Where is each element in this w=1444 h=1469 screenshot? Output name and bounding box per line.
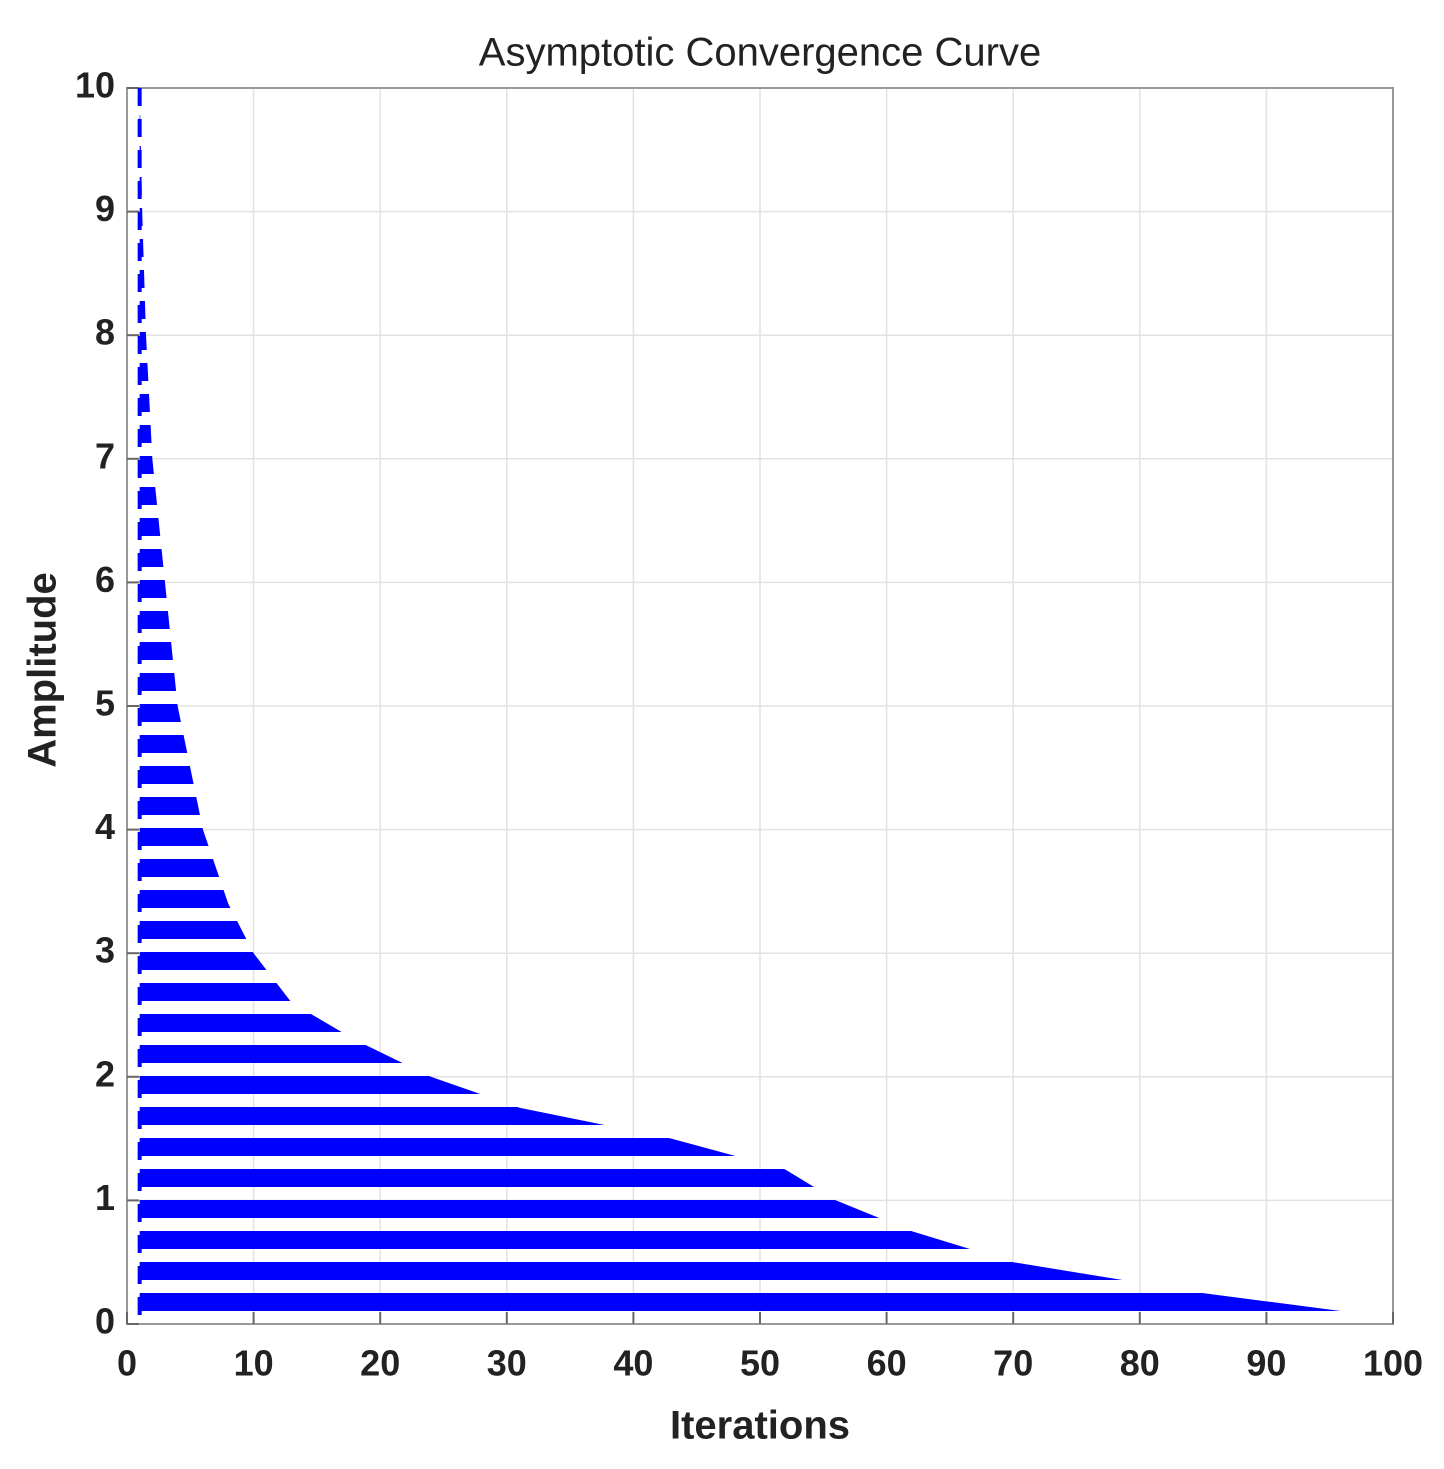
x-tick-label: 10 bbox=[234, 1343, 274, 1384]
y-tick-label: 9 bbox=[95, 188, 115, 229]
x-tick-label: 80 bbox=[1120, 1343, 1160, 1384]
y-tick-label: 5 bbox=[95, 683, 115, 724]
x-tick-label: 90 bbox=[1246, 1343, 1286, 1384]
chart-title: Asymptotic Convergence Curve bbox=[479, 31, 1041, 75]
y-tick-label: 8 bbox=[95, 312, 115, 353]
x-tick-label: 30 bbox=[487, 1343, 527, 1384]
x-tick-label: 100 bbox=[1363, 1343, 1423, 1384]
x-axis-label: Iterations bbox=[670, 1404, 850, 1448]
y-tick-label: 2 bbox=[95, 1053, 115, 1094]
y-tick-label: 3 bbox=[95, 930, 115, 971]
y-tick-label: 7 bbox=[95, 435, 115, 476]
x-tick-label: 50 bbox=[740, 1343, 780, 1384]
x-tick-label: 0 bbox=[117, 1343, 137, 1384]
y-tick-label: 6 bbox=[95, 559, 115, 600]
x-tick-label: 70 bbox=[993, 1343, 1033, 1384]
y-axis-label: Amplitude bbox=[21, 572, 65, 768]
x-tick-label: 60 bbox=[867, 1343, 907, 1384]
y-tick-label: 4 bbox=[95, 806, 115, 847]
y-tick-label: 0 bbox=[95, 1301, 115, 1342]
y-tick-label: 10 bbox=[75, 65, 115, 106]
striped-curve-area bbox=[139, 88, 1393, 1318]
x-tick-label: 40 bbox=[613, 1343, 653, 1384]
y-tick-label: 1 bbox=[95, 1177, 115, 1218]
x-tick-label: 20 bbox=[360, 1343, 400, 1384]
